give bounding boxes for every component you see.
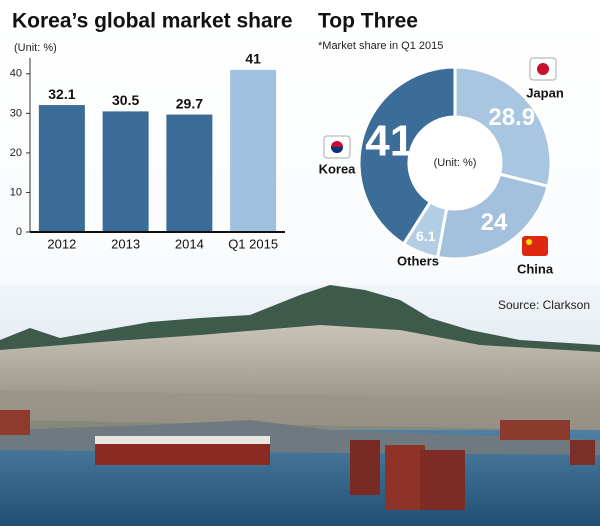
bar — [38, 105, 85, 232]
donut-segment — [453, 65, 553, 189]
value-label: 29.7 — [176, 95, 203, 111]
chart-title: Top Three — [318, 10, 418, 33]
y-tick-label: 40 — [10, 68, 22, 80]
value-label: 41 — [245, 51, 261, 67]
bar — [166, 114, 213, 232]
bar-chart: Korea’s global market share (Unit: %) 0 1… — [10, 10, 293, 252]
flag-china — [522, 236, 548, 256]
x-tick-label: 2014 — [175, 236, 204, 251]
chart-subtitle: *Market share in Q1 2015 — [318, 40, 443, 52]
chart-subtitle: (Unit: %) — [14, 42, 57, 54]
source-note: Source: Clarkson — [498, 298, 590, 312]
category-label: China — [517, 261, 554, 276]
y-tick-label: 0 — [16, 226, 22, 238]
category-label: Japan — [526, 85, 564, 100]
y-tick-label: 10 — [10, 186, 22, 198]
y-tick-label: 20 — [10, 147, 22, 159]
x-tick-label: 2013 — [111, 236, 140, 251]
center-label: (Unit: %) — [434, 157, 477, 169]
value-label: 32.1 — [48, 86, 75, 102]
x-tick-label: Q1 2015 — [228, 236, 278, 251]
value-label: 30.5 — [112, 92, 139, 108]
y-tick-label: 30 — [10, 107, 22, 119]
donut-hole — [410, 118, 500, 208]
value-label: 6.1 — [416, 228, 436, 244]
donut-segment — [435, 172, 550, 261]
flag-japan — [529, 57, 557, 81]
flag-korea — [323, 135, 351, 159]
category-label: Others — [397, 253, 439, 268]
chart-title: Korea’s global market share — [12, 10, 293, 33]
value-label: 41 — [365, 117, 414, 166]
value-label: 28.9 — [488, 104, 535, 131]
x-tick-label: 2012 — [47, 236, 76, 251]
donut-chart: Top Three *Market share in Q1 2015 Sourc… — [318, 10, 590, 313]
category-label: Korea — [319, 161, 357, 176]
donut-segment — [357, 65, 457, 247]
bar — [230, 69, 277, 232]
bar — [102, 111, 149, 232]
value-label: 24 — [481, 209, 508, 236]
